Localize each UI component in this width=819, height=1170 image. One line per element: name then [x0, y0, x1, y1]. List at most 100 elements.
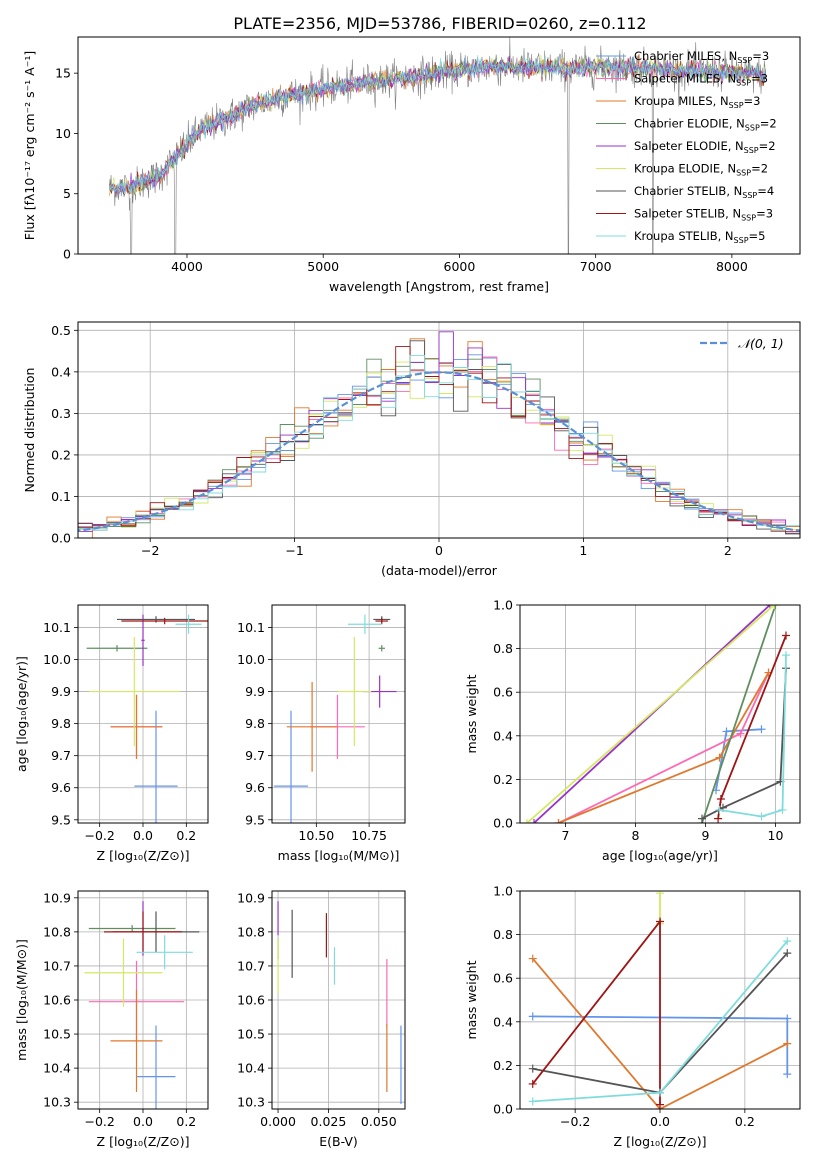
weight-marker [698, 814, 706, 823]
y-tick-label: 0.3 [51, 406, 71, 421]
plot-area-age_vs_Z [86, 614, 208, 823]
weight-marker [656, 917, 664, 926]
y-tick-label: 0.8 [493, 641, 513, 656]
y-tick-label: 10.0 [43, 652, 71, 667]
x-tick-label: 10 [768, 828, 784, 843]
y-tick-label: 10.9 [237, 890, 265, 905]
y-tick-label: 0.4 [493, 1014, 513, 1029]
y-tick-label: 10.8 [237, 924, 265, 939]
y-tick-label: 9.5 [51, 812, 71, 827]
legend-entry: Salpeter ELODIE, NSSP=2 [634, 139, 776, 155]
x-tick-label: 6000 [444, 259, 476, 274]
y-tick-label: 10.7 [43, 958, 71, 973]
x-tick-label: 7 [562, 828, 570, 843]
x-tick-label: 8000 [716, 259, 748, 274]
weight-marker [528, 1079, 537, 1088]
weight-marker [656, 891, 664, 898]
x-tick-label: 10.75 [351, 828, 387, 843]
y-axis-label: mass weight [464, 674, 479, 753]
figure-title: PLATE=2356, MJD=53786, FIBERID=0260, z=0… [233, 14, 646, 33]
x-tick-label: 0.050 [361, 1114, 397, 1129]
axes-frame [519, 604, 801, 824]
weight-marker [715, 805, 724, 814]
x-axis-label: Z [log₁₀(Z/Z⊙)] [614, 1134, 707, 1149]
y-tick-label: 0.6 [493, 971, 513, 986]
x-tick-label: 9 [702, 828, 710, 843]
legend-entry: 𝒩(0, 1) [738, 336, 784, 351]
spectrum-legend: Chabrier MILES, NSSP=3 Salpeter MILES, NS… [596, 49, 777, 245]
x-tick-label: 0.2 [176, 828, 196, 843]
y-tick-label: 0 [63, 247, 71, 262]
weight-marker [656, 1100, 664, 1109]
weight-line-C5 [533, 605, 771, 823]
y-tick-label: 1.0 [493, 598, 513, 613]
y-tick-label: 10.5 [237, 1027, 265, 1042]
legend-entry: Salpeter STELIB, NSSP=3 [634, 207, 773, 223]
plot-area-age_vs_mass [274, 614, 397, 823]
plot-area-weight_vs_Z [528, 891, 792, 1109]
weight-marker [716, 795, 725, 804]
y-tick-label: 9.9 [245, 684, 265, 699]
y-tick-label: 0.0 [51, 531, 71, 546]
weight-marker [783, 1014, 792, 1023]
x-tick-label: 0.0 [133, 1114, 153, 1129]
y-tick-label: 10 [55, 126, 71, 141]
y-tick-label: 0.8 [493, 927, 513, 942]
weight-marker [528, 954, 537, 963]
weight-marker [783, 1070, 792, 1079]
x-tick-label: 10.50 [298, 828, 334, 843]
legend-entry: Chabrier MILES, NSSP=3 [634, 49, 769, 65]
y-axis-label: Flux [fλ10⁻¹⁷ erg cm⁻² s⁻¹ A⁻¹] [22, 51, 37, 240]
y-tick-label: 0.2 [493, 1058, 513, 1073]
plot-area-spectrum [108, 37, 767, 254]
legend-entry: Salpeter MILES, NSSP=3 [634, 72, 768, 88]
axes-weight_vs_Z: −0.2 0.0 0.2 0.0 0.2 0.4 0.6 0.8 1.0 Z [log₁₀(Z/Z… [464, 884, 801, 1149]
y-tick-label: 15 [55, 66, 71, 81]
legend-entry: Chabrier STELIB, NSSP=4 [634, 184, 774, 200]
y-axis-label: mass [log₁₀(M/M⊙)] [14, 939, 29, 1061]
y-tick-label: 1.0 [493, 884, 513, 899]
x-axis-label: Z [log₁₀(Z/Z⊙)] [97, 1134, 190, 1149]
weight-marker [554, 819, 563, 823]
x-tick-label: 0 [435, 543, 443, 558]
model-spectrum-C9 [108, 55, 766, 195]
weight-marker [757, 725, 766, 734]
y-tick-label: 0.0 [493, 1102, 513, 1117]
x-tick-label: −0.2 [84, 828, 114, 843]
weight-marker [523, 819, 531, 823]
y-tick-label: 0.1 [51, 489, 71, 504]
y-axis-label: mass weight [464, 960, 479, 1039]
weight-marker [722, 727, 731, 736]
y-tick-label: 10.4 [237, 1061, 265, 1076]
x-tick-label: −2 [141, 543, 159, 558]
weight-marker [778, 805, 787, 814]
y-tick-label: 9.6 [245, 780, 265, 795]
x-tick-label: 7000 [580, 259, 612, 274]
y-tick-label: 0.6 [493, 685, 513, 700]
y-tick-label: 9.6 [51, 780, 71, 795]
weight-marker [528, 1064, 537, 1073]
x-tick-label: 0.000 [260, 1114, 296, 1129]
axes-residuals: −2 −1 0 1 2 0.0 0.1 0.2 0.3 0.4 0.5 (data-model)/er… [22, 321, 801, 578]
axes-age_vs_mass: 10.50 10.75 9.5 9.6 9.7 9.8 9.9 10.0 10.1 mass [l… [237, 604, 406, 863]
axes-frame [271, 604, 406, 824]
y-tick-label: 10.9 [43, 890, 71, 905]
legend-entry: Kroupa STELIB, NSSP=5 [634, 229, 765, 245]
axes-age_vs_Z: −0.2 0.0 0.2 9.5 9.6 9.7 9.8 9.9 10.0 10.1 Z [log₁… [14, 604, 209, 863]
weight-marker [656, 1088, 664, 1097]
weight-marker [736, 729, 745, 738]
legend-entry: Chabrier ELODIE, NSSP=2 [634, 117, 777, 133]
x-axis-label: Z [log₁₀(Z/Z⊙)] [97, 848, 190, 863]
weight-line-C4 [701, 605, 777, 823]
plot-area-mass_vs_Z [84, 901, 200, 1109]
x-tick-label: 0.025 [311, 1114, 347, 1129]
weight-marker [757, 812, 766, 821]
x-tick-label: 2 [724, 543, 732, 558]
x-axis-label: (data-model)/error [381, 563, 498, 578]
y-tick-label: 10.1 [237, 620, 265, 635]
weight-marker [770, 605, 779, 609]
y-tick-label: 5 [63, 186, 71, 201]
y-tick-label: 9.8 [245, 716, 265, 731]
x-tick-label: −0.2 [84, 1114, 114, 1129]
x-tick-label: −1 [285, 543, 303, 558]
